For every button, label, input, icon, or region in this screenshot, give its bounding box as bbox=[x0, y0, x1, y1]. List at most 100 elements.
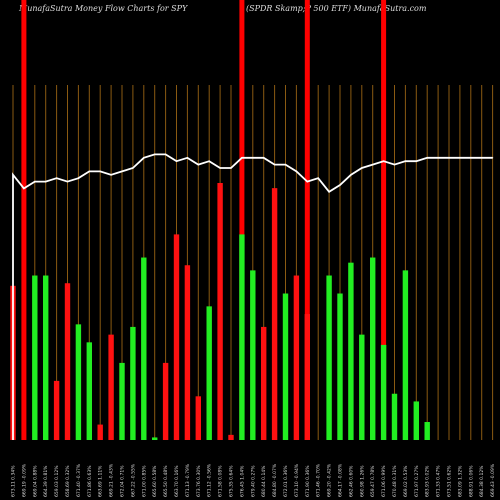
x-tick-label: 664.39 0.81% bbox=[43, 465, 49, 497]
x-tick-label: 658.69 0.32% bbox=[65, 465, 71, 497]
money-flow-bar bbox=[271, 188, 278, 440]
price-point bbox=[23, 187, 25, 189]
price-point bbox=[426, 157, 428, 159]
x-tick-label: 683.09 1.32% bbox=[457, 465, 463, 497]
money-flow-bar bbox=[239, 234, 245, 440]
money-flow-bar bbox=[152, 437, 158, 440]
x-tick-label: 680.44 0.14% bbox=[261, 465, 267, 497]
money-flow-bar bbox=[141, 257, 147, 440]
price-point bbox=[437, 157, 439, 159]
money-flow-bar bbox=[304, 314, 310, 440]
price-point bbox=[470, 157, 472, 159]
price-point bbox=[12, 174, 14, 176]
x-tick-label: 671.97 0.27% bbox=[414, 465, 420, 497]
price-point bbox=[121, 170, 123, 172]
money-flow-bar bbox=[75, 324, 82, 440]
price-point bbox=[175, 160, 178, 162]
price-point bbox=[154, 153, 156, 155]
price-point bbox=[404, 160, 406, 162]
money-flow-bar bbox=[206, 306, 212, 440]
money-flow-bar bbox=[424, 422, 430, 440]
money-flow-bar bbox=[402, 270, 409, 440]
price-point bbox=[252, 157, 254, 159]
x-tick-label: 671.13 -0.79% bbox=[185, 463, 191, 497]
price-point bbox=[186, 157, 188, 159]
price-point bbox=[339, 184, 341, 186]
x-tick-label: 673.11 0.34% bbox=[11, 465, 17, 497]
price-point bbox=[448, 157, 450, 159]
money-flow-bar bbox=[391, 393, 398, 440]
chart-ticker: (SPDR Skamp;P 500 ETF) MunafaSutra.com bbox=[246, 4, 427, 13]
highlight-band bbox=[304, 0, 310, 440]
money-flow-bar bbox=[184, 265, 191, 440]
price-point bbox=[328, 191, 330, 193]
x-tick-label: 667.22 -0.55% bbox=[130, 463, 136, 497]
money-flow-bar bbox=[337, 293, 343, 440]
x-tick-label: 679.40 0.27% bbox=[250, 465, 256, 497]
x-tick-label: 670.48 0.31% bbox=[392, 465, 398, 497]
money-flow-bar bbox=[261, 326, 267, 440]
price-point bbox=[415, 160, 417, 162]
money-flow-bar bbox=[282, 293, 289, 440]
highlight-band bbox=[381, 0, 387, 440]
x-tick-label: 665.60 0.58% bbox=[152, 465, 158, 497]
x-tick-label: 671.86 0.63% bbox=[87, 465, 93, 497]
chart-header: MunafaSutra Money Flow Charts for SPY (S… bbox=[0, 0, 500, 20]
x-tick-label: 669.04 0.88% bbox=[32, 465, 38, 497]
price-point bbox=[56, 177, 58, 179]
highlight-band bbox=[239, 0, 245, 440]
x-tick-label: 663.70 0.16% bbox=[174, 465, 180, 497]
money-flow-bar bbox=[43, 275, 49, 440]
money-flow-bar bbox=[195, 396, 201, 440]
money-flow-bar bbox=[130, 326, 136, 440]
money-flow-bars bbox=[10, 183, 430, 440]
money-flow-bar bbox=[53, 380, 60, 440]
price-point bbox=[284, 164, 287, 166]
price-point bbox=[263, 157, 265, 159]
x-tick-label: 675.35 0.64% bbox=[229, 465, 235, 497]
x-tick-label: 672.01 0.36% bbox=[283, 465, 289, 497]
x-tick-label: 660.98 1.26% bbox=[359, 465, 365, 497]
x-tick-labels: 673.11 0.34% 669.19 -0.09% 669.04 0.88% 664… bbox=[11, 463, 497, 497]
x-tick-label: 669.19 -0.09% bbox=[21, 463, 27, 497]
price-point bbox=[317, 177, 319, 179]
x-tick-label: 669.20 -0.42% bbox=[327, 463, 333, 497]
price-point bbox=[350, 174, 352, 176]
price-point bbox=[295, 170, 297, 172]
x-tick-label: 659.47 0.78% bbox=[370, 465, 376, 497]
money-flow-bar bbox=[97, 424, 103, 440]
x-tick-label: 673.51 0.62% bbox=[447, 465, 453, 497]
x-tick-label: 688.91 0.06% bbox=[468, 465, 474, 497]
x-tick-label: 664.17 -0.08% bbox=[338, 463, 344, 497]
price-point bbox=[383, 160, 385, 162]
money-flow-bar bbox=[326, 275, 332, 440]
x-tick-label: 669.21 -0.43% bbox=[109, 463, 115, 497]
x-tick-label: 669.02 0.53% bbox=[403, 465, 409, 497]
money-flow-bar bbox=[64, 283, 71, 440]
price-point bbox=[274, 164, 276, 166]
money-flow-bar bbox=[370, 257, 376, 440]
price-point bbox=[481, 157, 483, 159]
price-point bbox=[143, 157, 145, 159]
price-point bbox=[492, 157, 494, 159]
price-point bbox=[34, 181, 36, 183]
money-flow-bar bbox=[86, 342, 92, 440]
price-point bbox=[66, 181, 69, 183]
x-tick-label: 684.80 -0.07% bbox=[272, 463, 278, 497]
money-flow-bar bbox=[413, 401, 419, 440]
x-tick-label: 662.46 0.60% bbox=[348, 465, 354, 497]
x-tick-label: 673.76 0.30% bbox=[196, 465, 202, 497]
price-point bbox=[459, 157, 461, 159]
money-flow-bar bbox=[228, 434, 234, 440]
x-tick-label: 671.00 0.85% bbox=[141, 465, 147, 497]
money-flow-bar bbox=[293, 275, 300, 440]
money-flow-bar bbox=[250, 270, 256, 440]
price-point bbox=[393, 164, 396, 166]
price-point bbox=[132, 167, 134, 169]
highlight-band bbox=[21, 0, 27, 440]
price-point bbox=[306, 181, 308, 183]
x-tick-label: 665.50 0.48% bbox=[163, 465, 169, 497]
price-point bbox=[197, 164, 199, 166]
money-flow-bar bbox=[32, 275, 38, 440]
price-point bbox=[110, 174, 112, 176]
